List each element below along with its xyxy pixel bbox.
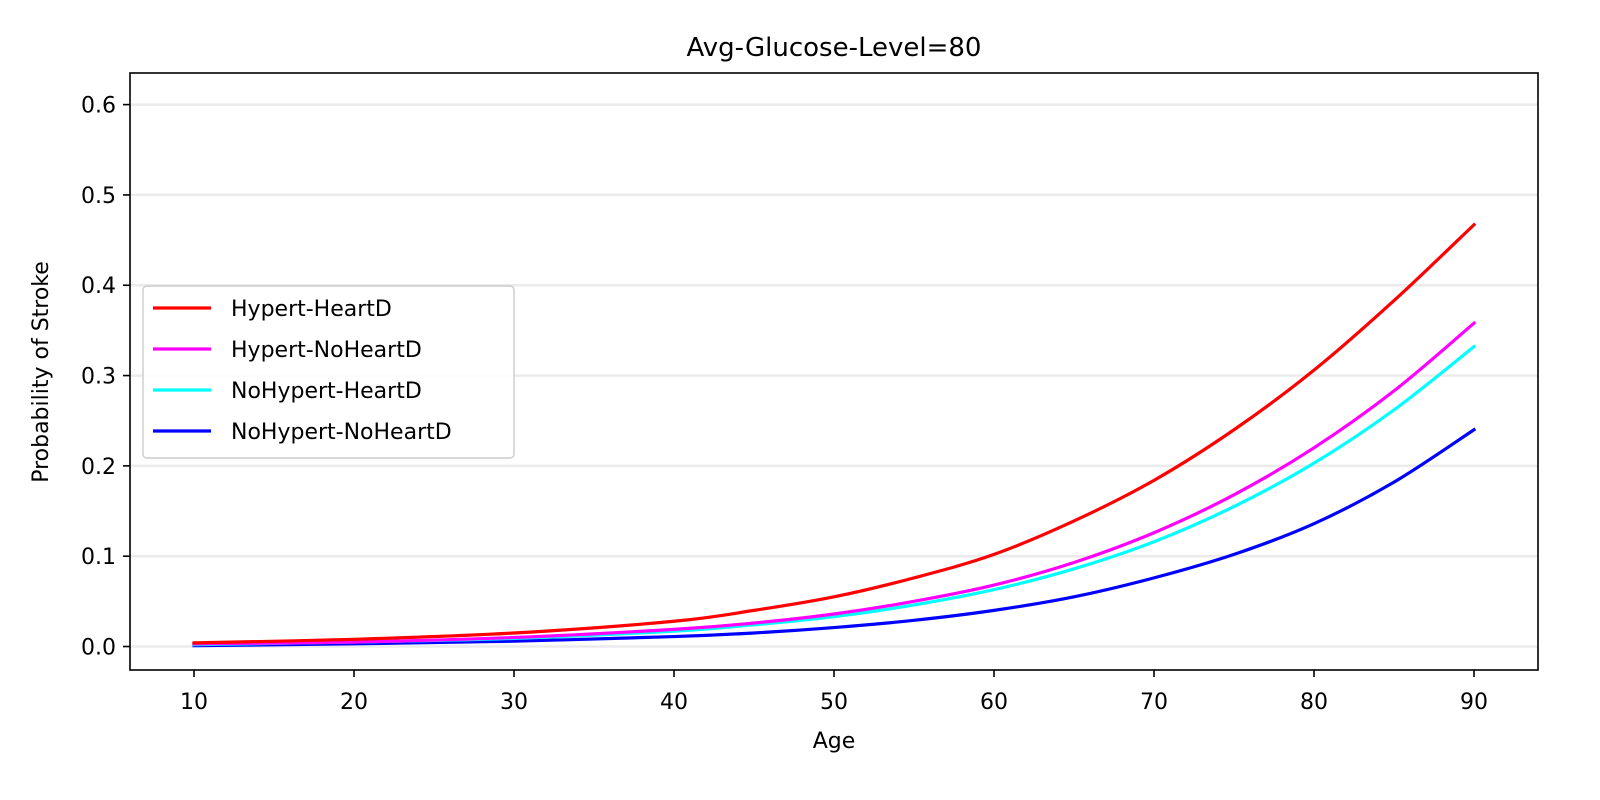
legend-label: Hypert-HeartD	[231, 297, 392, 322]
x-tick-label: 20	[340, 690, 368, 715]
legend-label: NoHypert-HeartD	[231, 379, 422, 404]
series-line-hypert-noheartd	[192, 320, 1477, 646]
legend: Hypert-HeartD Hypert-NoHeartD NoHypert-Hea…	[142, 285, 515, 459]
y-tick-label: 0.6	[81, 94, 116, 119]
legend-label: NoHypert-NoHeartD	[231, 420, 452, 445]
x-tick-label: 80	[1300, 690, 1328, 715]
x-tick-label: 40	[660, 690, 688, 715]
x-axis-ticks: 10 20 30 40 50 60 70 80 90	[180, 670, 1488, 715]
y-tick-label: 0.5	[81, 184, 116, 209]
x-tick-label: 30	[500, 690, 528, 715]
x-tick-label: 50	[820, 690, 848, 715]
y-axis-label: Probability of Stroke	[29, 261, 54, 483]
y-tick-label: 0.1	[81, 545, 116, 570]
y-tick-label: 0.4	[81, 274, 116, 299]
legend-box	[142, 285, 515, 459]
x-tick-label: 70	[1140, 690, 1168, 715]
legend-label: Hypert-NoHeartD	[231, 338, 422, 363]
series-line-nohypert-noheartd	[192, 427, 1477, 648]
x-tick-label: 90	[1460, 690, 1488, 715]
y-axis-ticks: 0.0 0.1 0.2 0.3 0.4 0.5 0.6	[81, 94, 130, 661]
y-tick-label: 0.3	[81, 365, 116, 390]
series-line-hypert-heartd	[192, 222, 1477, 645]
series-lines	[192, 222, 1477, 648]
y-tick-label: 0.2	[81, 455, 116, 480]
chart-title: Avg-Glucose-Level=80	[687, 33, 982, 63]
x-axis-label: Age	[813, 729, 856, 754]
x-tick-label: 60	[980, 690, 1008, 715]
x-tick-label: 10	[180, 690, 208, 715]
y-tick-label: 0.0	[81, 636, 116, 661]
